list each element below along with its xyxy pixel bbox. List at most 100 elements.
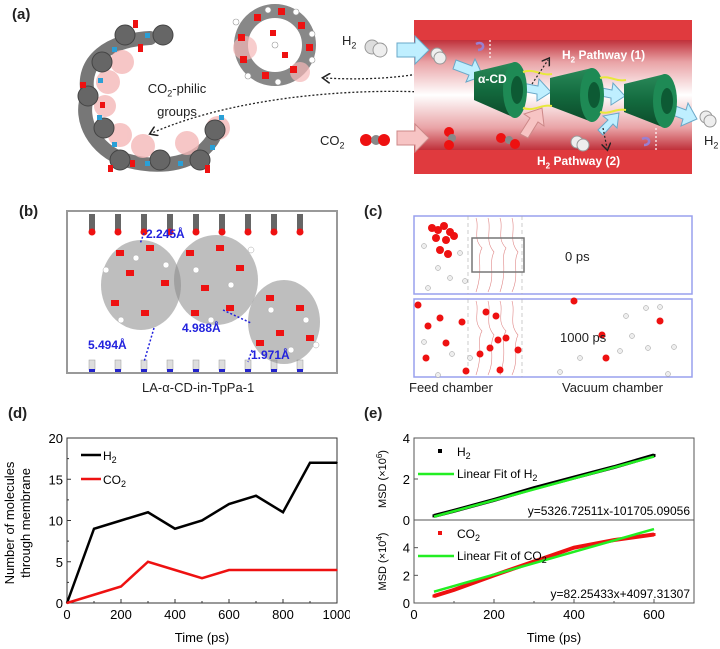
- y-tick-label: 4: [403, 541, 410, 556]
- legend-marker: [438, 531, 442, 535]
- reflect-icon-bottom: [641, 136, 651, 147]
- fit-equation: y=5326.72511x-101705.09056: [528, 504, 691, 518]
- data-point: [201, 519, 203, 522]
- x-tick-label: 800: [272, 607, 294, 622]
- data-point: [282, 511, 284, 514]
- x-tick-label: 400: [563, 607, 585, 622]
- x-tick-label: 600: [643, 607, 665, 622]
- time-label-1000ps: 1000 ps: [560, 330, 607, 345]
- co2-feed-label: CO2: [320, 133, 345, 151]
- h2-molecule-outlet: [699, 110, 717, 128]
- y-tick-label: 2: [403, 472, 410, 487]
- data-point: [66, 602, 68, 604]
- co2-cluster-0ps: [428, 222, 458, 258]
- panel-label-b: (b): [19, 203, 39, 220]
- co2-feed-text: CO: [320, 133, 340, 148]
- h2-outlet-label: H2: [704, 133, 718, 151]
- x-tick-label: 0: [410, 607, 417, 622]
- y-tick-label: 4: [403, 431, 410, 446]
- h2-feed-text: H: [342, 33, 352, 48]
- legend-label: CO2: [103, 473, 126, 489]
- co2-molecules-1000ps: [414, 297, 664, 375]
- reflect-icon-top: [475, 41, 485, 52]
- data-point: [228, 503, 230, 505]
- y-tick-label: 0: [56, 596, 63, 611]
- data-point: [336, 461, 338, 464]
- panel-c-simulation-boxes: [413, 215, 693, 378]
- chart-d: 0 200 400 600 800 1000 0 5 10 15 20 Number of mole…: [2, 431, 350, 645]
- distance-label-1: 2.245Å: [146, 227, 185, 241]
- legend-label: CO2: [457, 527, 480, 543]
- pathway2-label: H2 Pathway (2): [537, 154, 620, 170]
- membrane-region: [475, 217, 519, 376]
- distance-label-3: 4.988Å: [182, 321, 221, 335]
- y-tick-label: 20: [49, 431, 63, 446]
- distance-lines: [139, 232, 253, 363]
- panel-label-c: (c): [364, 203, 383, 220]
- msd-data-point: [432, 594, 436, 598]
- co2-blocked-arrow: [519, 107, 545, 139]
- co2-philic-text: CO: [147, 81, 168, 96]
- series-line-co2: [66, 560, 337, 605]
- co2-molecule-feed: [360, 134, 390, 146]
- co2-philic-line2: groups: [157, 103, 197, 119]
- co2-feed-sub: 2: [339, 140, 345, 151]
- pathway2-dotted-arrow: [603, 127, 607, 148]
- data-point: [255, 569, 257, 571]
- legend-label: Linear Fit of CO2: [457, 549, 547, 565]
- legend-label: H2: [103, 449, 117, 465]
- membrane-boundaries: [467, 216, 523, 377]
- co2-philic-sub: 2: [167, 88, 173, 99]
- panel-label-d: (d): [8, 405, 28, 422]
- msd-data-point: [652, 453, 656, 457]
- pathway2-sub: 2: [545, 161, 551, 171]
- y-axis-label: MSD (×106): [375, 450, 389, 508]
- distance-label-4: 1.971Å: [251, 348, 290, 362]
- data-point: [228, 569, 230, 571]
- x-tick-label: 1000: [323, 607, 350, 622]
- panel-label-e: (e): [364, 405, 383, 422]
- legend-label: H2: [457, 445, 471, 461]
- h2-outlet-sub: 2: [713, 140, 719, 151]
- tppa-chain-molecule: [77, 20, 230, 173]
- data-point: [147, 560, 149, 563]
- h2-molecules-0ps: [421, 243, 468, 291]
- alpha-cd-ring-molecule: [232, 4, 316, 86]
- vacuum-chamber-label: Vacuum chamber: [562, 380, 663, 395]
- x-tick-label: 200: [110, 607, 132, 622]
- data-point: [309, 569, 311, 571]
- data-point: [282, 569, 284, 571]
- linear-fit-line: [433, 527, 655, 593]
- pathway1-label: H2 Pathway (1): [562, 48, 645, 64]
- h2-molecule-inlet: [430, 47, 447, 65]
- pathway2-rest: Pathway (2): [550, 154, 621, 168]
- y-tick-label: 0: [403, 596, 410, 611]
- legend-marker: [438, 449, 442, 453]
- y-axis-label: MSD (×104): [375, 533, 389, 591]
- data-point: [336, 569, 338, 571]
- linear-fit-line: [433, 455, 655, 518]
- data-point: [93, 527, 95, 530]
- box-0ps: [413, 215, 693, 295]
- top-layer-atoms: [88, 214, 304, 236]
- chart-e: 0 200 400 600 0 2 4 MSD (×106) 0 2 4 MSD (×104) H2 L…: [375, 431, 695, 645]
- panel-a-illustration: [77, 4, 717, 174]
- data-point: [147, 511, 149, 514]
- feed-chamber-label: Feed chamber: [409, 380, 493, 395]
- y-tick-label: 15: [49, 472, 63, 487]
- data-point: [174, 569, 176, 571]
- co2-philic-groups-label: CO2-philic groups: [137, 80, 217, 120]
- co2-philic-rest: -philic: [172, 81, 207, 96]
- data-point: [174, 527, 176, 530]
- h2-molecule-channel: [570, 135, 590, 152]
- y-tick-label: 2: [403, 568, 410, 583]
- co2-inflow-arrow: [396, 122, 430, 154]
- co2-molecule-inlet: [444, 127, 520, 150]
- x-tick-label: 400: [164, 607, 186, 622]
- h2-feed-label: H2: [342, 33, 356, 51]
- box-1000ps: [413, 298, 693, 378]
- alpha-cd-cone-2: [550, 68, 604, 122]
- x-tick-label: 200: [483, 607, 505, 622]
- h2-feed-sub: 2: [351, 40, 357, 51]
- pathway2-h: H: [537, 154, 546, 168]
